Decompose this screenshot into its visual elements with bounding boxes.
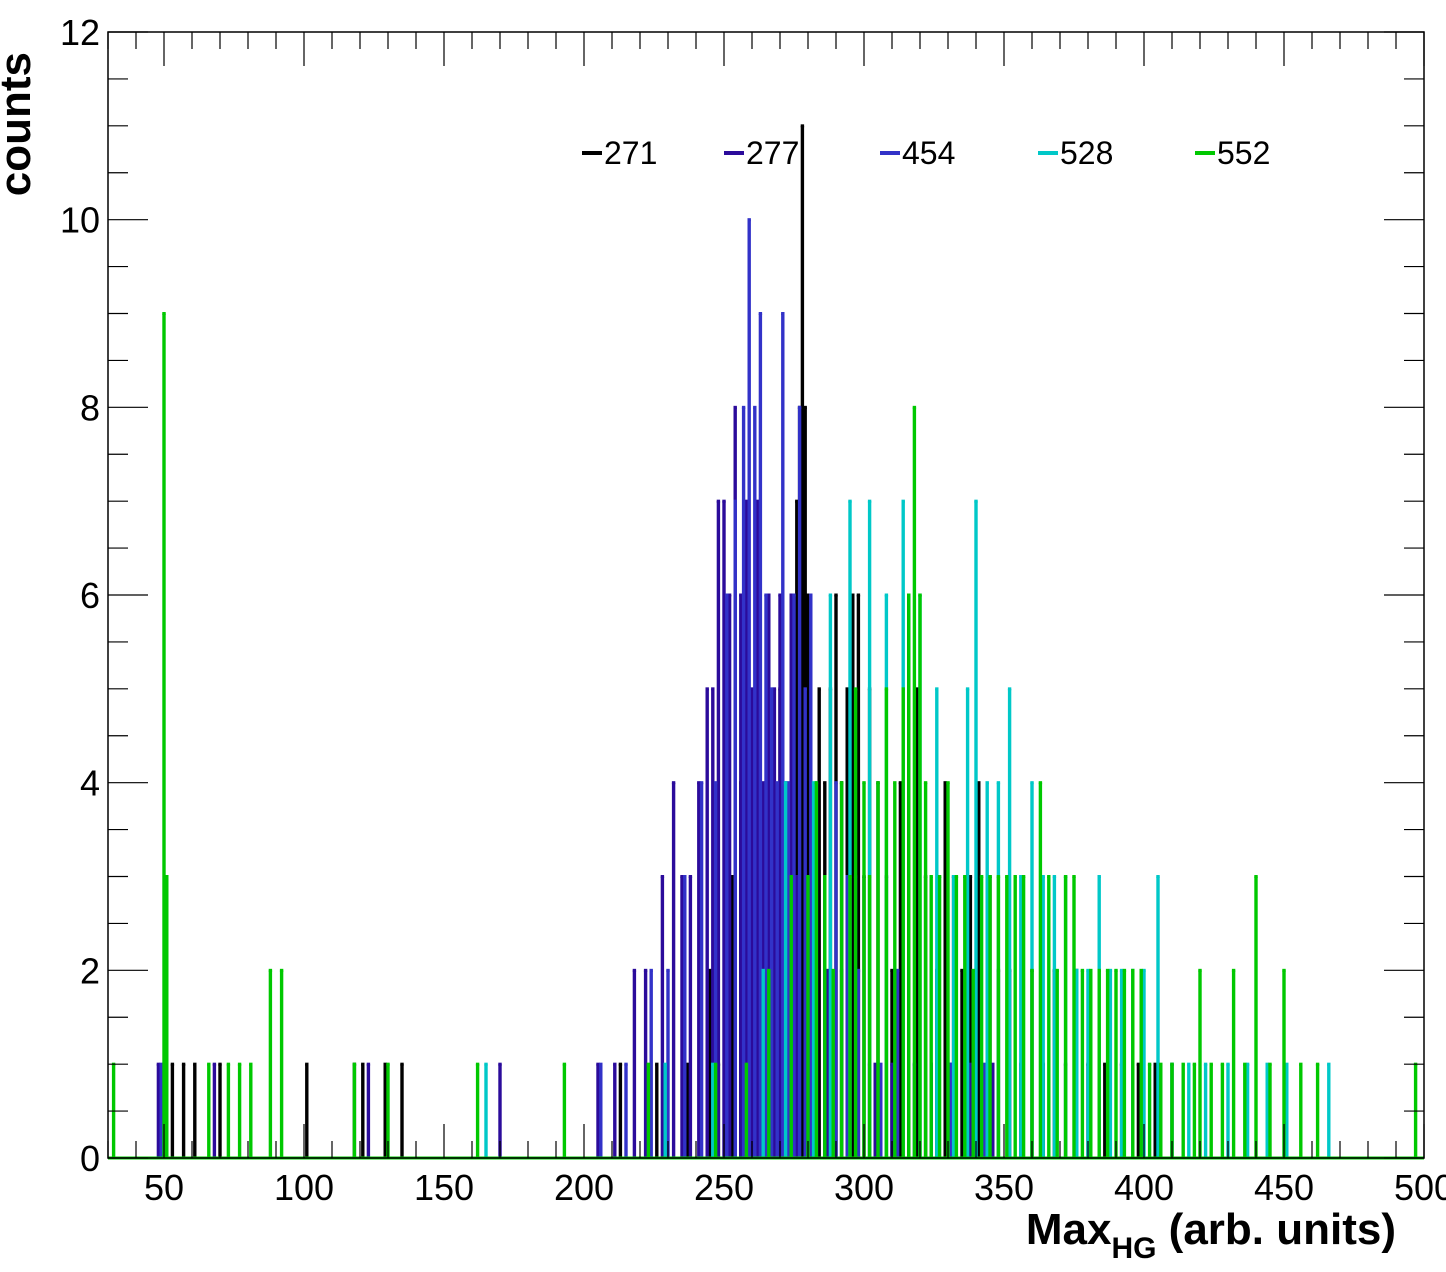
legend-label-454: 454 <box>902 135 955 171</box>
series-552 <box>111 312 1418 1158</box>
legend-entry-271: 271 <box>582 135 657 171</box>
y-tick-label-10: 10 <box>60 200 100 241</box>
y-tick-label-6: 6 <box>80 575 100 616</box>
legend-label-277: 277 <box>746 135 799 171</box>
x-tick-label-50: 50 <box>144 1167 184 1208</box>
x-tick-label-500: 500 <box>1394 1167 1446 1208</box>
y-axis-title: counts <box>0 52 40 196</box>
x-tick-label-450: 450 <box>1254 1167 1314 1208</box>
x-title-subscript: HG <box>1111 1232 1156 1265</box>
x-axis-title: MaxHG (arb. units) <box>1026 1205 1396 1265</box>
x-title-main: Max <box>1026 1205 1112 1254</box>
y-tick-label-0: 0 <box>80 1138 100 1179</box>
x-tick-label-400: 400 <box>1114 1167 1174 1208</box>
y-tick-label-12: 12 <box>60 12 100 53</box>
legend-label-271: 271 <box>604 135 657 171</box>
legend-entry-528: 528 <box>1038 135 1113 171</box>
y-tick-label-4: 4 <box>80 763 100 804</box>
x-title-suffix: (arb. units) <box>1156 1205 1396 1254</box>
x-tick-label-300: 300 <box>834 1167 894 1208</box>
x-tick-label-100: 100 <box>274 1167 334 1208</box>
legend-entry-277: 277 <box>724 135 799 171</box>
y-tick-label-8: 8 <box>80 387 100 428</box>
x-tick-label-200: 200 <box>554 1167 614 1208</box>
plot-frame <box>107 31 1425 1159</box>
y-tick-labels: 0 2 4 6 8 10 12 <box>60 12 100 1179</box>
y-tick-label-2: 2 <box>80 950 100 991</box>
histogram-bars <box>111 124 1418 1158</box>
x-tick-label-350: 350 <box>974 1167 1034 1208</box>
legend: 271 277 454 528 552 <box>582 135 1270 171</box>
legend-label-528: 528 <box>1060 135 1113 171</box>
x-tick-label-250: 250 <box>694 1167 754 1208</box>
x-tick-label-150: 150 <box>414 1167 474 1208</box>
legend-label-552: 552 <box>1217 135 1270 171</box>
legend-entry-552: 552 <box>1195 135 1270 171</box>
legend-entry-454: 454 <box>880 135 955 171</box>
x-tick-labels: 50 100 150 200 250 300 350 400 450 500 <box>144 1167 1446 1208</box>
axis-ticks <box>107 31 1425 1159</box>
